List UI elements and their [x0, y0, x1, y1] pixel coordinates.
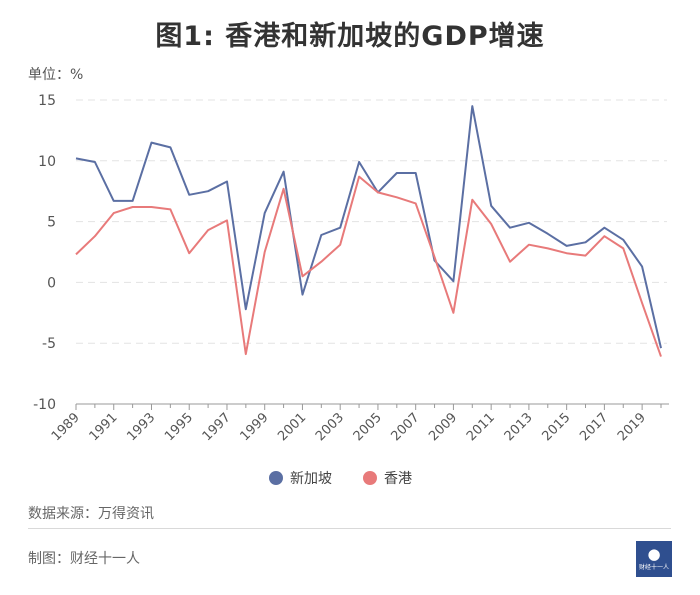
y-tick-label: -5 — [42, 336, 56, 352]
legend-marker — [363, 471, 377, 485]
y-tick-label: 0 — [47, 275, 56, 291]
x-tick-label: 1993 — [124, 410, 158, 444]
x-tick-label: 1991 — [87, 410, 121, 444]
x-tick-label: 1989 — [49, 410, 83, 444]
x-tick-label: 2013 — [502, 410, 536, 444]
x-tick-label: 1995 — [162, 410, 196, 444]
x-tick-label: 2003 — [313, 410, 347, 444]
data-source: 数据来源：万得资讯 — [28, 506, 154, 522]
x-tick-label: 2009 — [426, 410, 460, 444]
y-tick-label: -10 — [33, 397, 56, 413]
x-tick-label: 1999 — [238, 410, 272, 444]
x-tick-label: 2019 — [615, 410, 649, 444]
x-tick-label: 2005 — [351, 410, 385, 444]
legend-label: 香港 — [384, 471, 412, 487]
x-tick-label: 2007 — [388, 410, 422, 444]
chart-title: 图1: 香港和新加坡的GDP增速 — [155, 21, 545, 52]
series-line-hongkong — [75, 175, 662, 357]
legend-marker — [269, 471, 283, 485]
x-tick-label: 2011 — [464, 410, 498, 444]
footer-divider — [28, 528, 671, 529]
legend-label: 新加坡 — [290, 471, 332, 487]
y-tick-label: 15 — [38, 93, 56, 109]
x-tick-label: 2001 — [275, 410, 309, 444]
chart-credit: 制图：财经十一人 — [28, 551, 140, 567]
series-line-singapore — [75, 105, 662, 349]
x-tick-label: 2017 — [577, 410, 611, 444]
globe-icon: ● — [647, 544, 661, 563]
brand-logo: ● 财经十一人 — [636, 541, 672, 577]
y-tick-label: 5 — [47, 215, 56, 231]
x-tick-label: 1997 — [200, 410, 234, 444]
y-tick-label: 10 — [38, 154, 56, 170]
y-axis-unit-label: 单位：% — [28, 67, 84, 83]
brand-logo-text: 财经十一人 — [638, 563, 669, 571]
x-tick-label: 2015 — [539, 410, 573, 444]
